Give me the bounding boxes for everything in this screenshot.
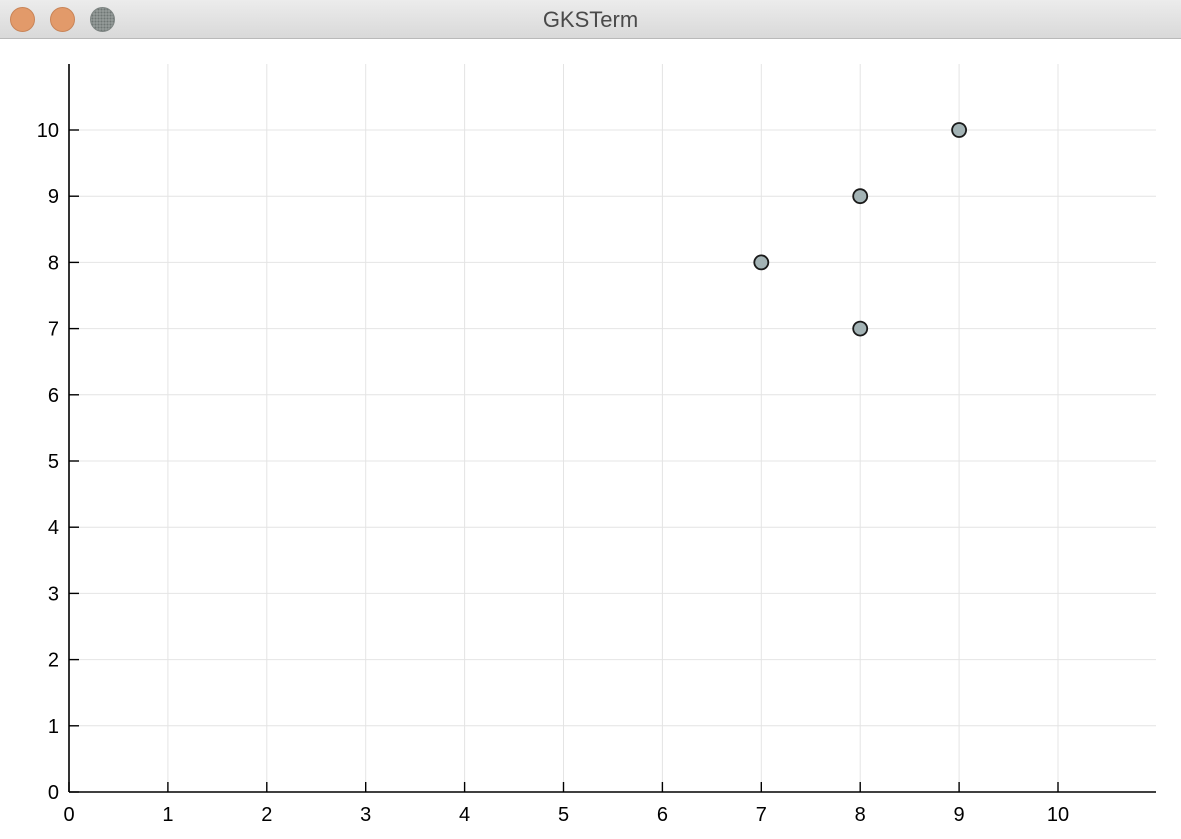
tick-labels: 0 1 2 3 4 5 6 7 8 9 10 0 1 2 3 4 5 6 7 8 9 10 bbox=[37, 120, 1069, 826]
scatter-chart: 0 1 2 3 4 5 6 7 8 9 10 0 1 2 3 4 5 6 7 8 9 10 bbox=[37, 64, 1156, 826]
x-tick-label: 7 bbox=[756, 804, 767, 826]
data-point bbox=[753, 254, 770, 271]
data-point bbox=[951, 122, 967, 138]
data-point bbox=[852, 188, 869, 205]
title-bar: GKSTerm bbox=[0, 0, 1181, 39]
plot-area: 0 1 2 3 4 5 6 7 8 9 10 0 1 2 3 4 5 6 7 8 9 10 bbox=[0, 40, 1181, 834]
y-tick-label: 10 bbox=[37, 120, 59, 142]
y-tick-label: 8 bbox=[48, 252, 59, 274]
x-tick-label: 9 bbox=[954, 804, 965, 826]
y-tick-label: 5 bbox=[48, 451, 59, 473]
minimize-button[interactable] bbox=[50, 7, 75, 32]
x-tick-label: 10 bbox=[1047, 804, 1069, 826]
y-tick-label: 2 bbox=[48, 650, 59, 672]
window-title: GKSTerm bbox=[542, 7, 639, 32]
data-point bbox=[852, 320, 869, 337]
x-tick-label: 4 bbox=[459, 804, 470, 826]
x-tick-label: 1 bbox=[162, 804, 173, 826]
axes bbox=[68, 64, 1156, 793]
x-tick-label: 0 bbox=[63, 804, 74, 826]
y-tick-label: 9 bbox=[48, 186, 59, 208]
x-tick-label: 5 bbox=[558, 804, 569, 826]
y-tick-label: 1 bbox=[48, 716, 59, 738]
x-tick-label: 2 bbox=[261, 804, 272, 826]
data-points bbox=[753, 122, 967, 337]
x-tick-label: 8 bbox=[855, 804, 866, 826]
grid bbox=[69, 64, 1156, 792]
y-tick-label: 0 bbox=[48, 782, 59, 804]
x-tick-label: 3 bbox=[360, 804, 371, 826]
close-button[interactable] bbox=[10, 7, 35, 32]
y-tick-label: 7 bbox=[48, 319, 59, 341]
x-tick-label: 6 bbox=[657, 804, 668, 826]
y-tick-label: 6 bbox=[48, 385, 59, 407]
y-tick-label: 3 bbox=[48, 583, 59, 605]
y-tick-label: 4 bbox=[48, 517, 59, 539]
zoom-button[interactable] bbox=[90, 7, 115, 32]
